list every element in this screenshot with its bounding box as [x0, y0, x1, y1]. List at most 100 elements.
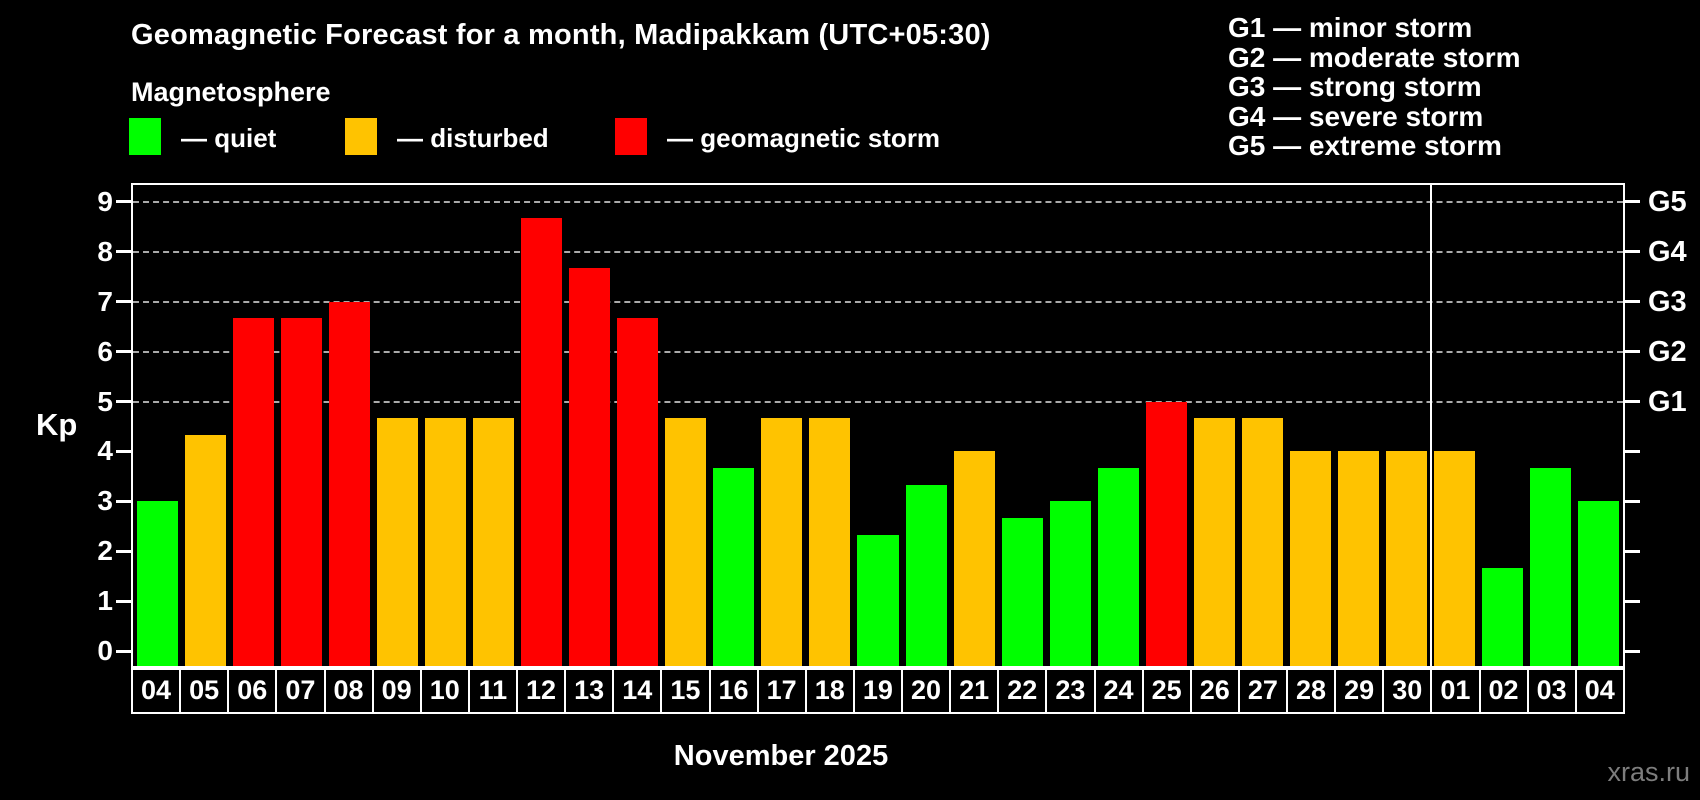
g-axis-label-g3: G3	[1648, 285, 1687, 318]
chart-subtitle: Magnetosphere	[131, 77, 331, 107]
date-label-nov-19: 19	[852, 668, 903, 714]
y-tick-label: 0	[97, 635, 113, 666]
y-tick-left	[116, 649, 131, 653]
date-label-nov-11: 11	[467, 668, 518, 714]
g-scale-legend-line: G5 — extreme storm	[1228, 130, 1502, 162]
y-tick-label: 9	[97, 185, 113, 217]
watermark: xras.ru	[1607, 757, 1690, 787]
kp-bar	[1338, 451, 1380, 666]
month-separator-line	[1429, 185, 1432, 666]
date-label-nov-14: 14	[612, 668, 663, 714]
y-tick-label: 2	[97, 535, 113, 567]
date-label-nov-07: 07	[275, 668, 326, 714]
date-label-nov-10: 10	[419, 668, 470, 714]
date-label-nov-18: 18	[804, 668, 855, 714]
kp-bar	[905, 484, 947, 666]
g-axis-label-g4: G4	[1648, 235, 1687, 268]
gridline-kp9	[133, 201, 1623, 203]
kp-bar	[617, 318, 659, 666]
plot-area	[131, 183, 1625, 668]
y-tick-label: 7	[97, 285, 113, 317]
y-tick-label: 8	[97, 235, 113, 267]
g-axis-label-g5: G5	[1648, 185, 1687, 218]
date-label-nov-12: 12	[516, 668, 567, 714]
date-label-nov-04: 04	[131, 668, 182, 714]
date-label-nov-23: 23	[1045, 668, 1096, 714]
y-tick-left	[116, 449, 131, 453]
date-label-dec-03: 03	[1526, 668, 1577, 714]
kp-bar	[953, 451, 995, 666]
y-tick-right	[1625, 449, 1640, 453]
kp-bar	[857, 534, 899, 666]
date-label-nov-25: 25	[1141, 668, 1192, 714]
y-tick-right	[1625, 549, 1640, 553]
y-tick-left	[116, 350, 131, 354]
date-label-nov-09: 09	[371, 668, 422, 714]
date-label-dec-04: 04	[1574, 668, 1625, 714]
y-tick-left	[116, 599, 131, 603]
y-tick-left	[116, 549, 131, 553]
date-label-nov-08: 08	[323, 668, 374, 714]
kp-bar	[1434, 451, 1476, 666]
kp-bar	[472, 418, 514, 666]
y-tick-label: 1	[97, 585, 113, 617]
y-tick-right	[1625, 200, 1640, 204]
g-scale-legend: G1 — minor storm G2 — moderate storm G3 …	[1228, 13, 1521, 161]
date-label-nov-17: 17	[756, 668, 807, 714]
kp-bar	[761, 418, 803, 666]
g-scale-legend-line: G4 — severe storm	[1228, 100, 1484, 132]
y-tick-left	[116, 400, 131, 404]
kp-bar	[184, 434, 226, 666]
kp-bar	[809, 418, 851, 666]
y-tick-label: 3	[97, 485, 113, 517]
legend-swatch-storm	[615, 118, 647, 155]
y-tick-right	[1625, 300, 1640, 304]
kp-bar	[280, 318, 322, 666]
legend-swatch-quiet	[129, 118, 161, 155]
legend-label-storm: — geomagnetic storm	[667, 123, 941, 153]
y-tick-right	[1625, 499, 1640, 503]
gridline-kp7	[133, 300, 1623, 303]
kp-bar	[1530, 467, 1572, 666]
date-label-nov-24: 24	[1093, 668, 1144, 714]
date-label-dec-02: 02	[1478, 668, 1529, 714]
date-label-nov-22: 22	[997, 668, 1048, 714]
date-label-nov-30: 30	[1382, 668, 1433, 714]
kp-bar	[1001, 517, 1043, 666]
date-label-nov-13: 13	[564, 668, 615, 714]
kp-bar	[1578, 501, 1620, 666]
y-tick-left	[116, 250, 131, 254]
y-tick-left	[116, 300, 131, 304]
y-tick-right	[1625, 599, 1640, 603]
x-axis-month-label: November 2025	[673, 740, 889, 772]
kp-bar	[1482, 567, 1524, 666]
kp-bar	[1145, 401, 1187, 666]
kp-bar	[665, 418, 707, 666]
legend-label-disturbed: — disturbed	[397, 123, 549, 153]
legend-label-quiet: — quiet	[181, 123, 277, 153]
date-label-nov-05: 05	[179, 668, 230, 714]
kp-bar	[569, 268, 611, 666]
y-tick-right	[1625, 649, 1640, 653]
y-tick-left	[116, 200, 131, 204]
y-tick-right	[1625, 350, 1640, 354]
g-scale-legend-line: G2 — moderate storm	[1228, 41, 1521, 73]
date-label-nov-29: 29	[1334, 668, 1385, 714]
date-label-nov-27: 27	[1237, 668, 1288, 714]
g-scale-legend-line: G1 — minor storm	[1228, 12, 1473, 43]
y-tick-right	[1625, 400, 1640, 404]
kp-bar	[1386, 451, 1428, 666]
x-axis-date-row: 04 05 06 07 08 09 10 11 12 13 14 15 16 17 18 19 20 21 22 23…	[131, 668, 1625, 714]
kp-bar	[1241, 418, 1284, 666]
g-axis-label-g2: G2	[1648, 335, 1687, 368]
g-scale-legend-line: G3 — strong storm	[1228, 71, 1482, 103]
g-axis-label-g1: G1	[1648, 385, 1687, 418]
gridline-kp6	[133, 350, 1623, 353]
kp-bar	[521, 218, 563, 666]
date-label-nov-21: 21	[949, 668, 1000, 714]
y-tick-right	[1625, 250, 1640, 254]
kp-bar	[1290, 451, 1332, 666]
y-tick-left	[116, 499, 131, 503]
gridline-kp8	[133, 250, 1623, 253]
kp-bar	[232, 318, 274, 666]
